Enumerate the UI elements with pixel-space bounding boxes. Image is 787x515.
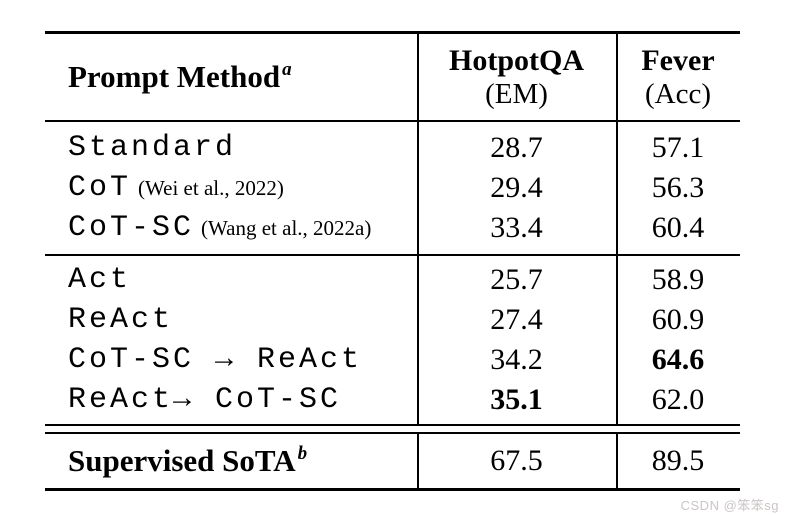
column-divider xyxy=(616,122,618,254)
hotpotqa-value: 28.7 xyxy=(490,131,543,164)
table-row: ReAct 27.4 60.9 xyxy=(45,300,740,340)
header-fever-cell: Fever (Acc) xyxy=(616,34,740,120)
header-fever-title: Fever xyxy=(641,43,715,77)
table-header-row: Prompt Method a HotpotQA (EM) Fever (Acc) xyxy=(45,34,740,120)
top-rule xyxy=(45,31,740,34)
table-header: Prompt Method a HotpotQA (EM) Fever (Acc) xyxy=(45,34,740,120)
method-name: Standard xyxy=(68,131,237,165)
hotpotqa-value: 29.4 xyxy=(490,171,543,204)
supervised-sota-superscript: b xyxy=(297,443,308,464)
fever-value: 60.9 xyxy=(651,303,705,336)
table-row: Standard 28.7 57.1 xyxy=(45,128,740,168)
hotpotqa-value: 34.2 xyxy=(490,343,543,376)
table-row: Supervised SoTA b 67.5 89.5 xyxy=(45,434,740,488)
method-cell: ReAct xyxy=(45,303,417,337)
header-fever-metric: (Acc) xyxy=(644,77,711,110)
method-name: Act xyxy=(68,263,132,297)
hotpotqa-value: 25.7 xyxy=(490,263,543,296)
header-rule xyxy=(45,120,740,122)
method-name: CoT-SC → ReAct xyxy=(68,343,363,377)
method-citation: (Wang et al., 2022a) xyxy=(201,216,372,240)
results-table: Prompt Method a HotpotQA (EM) Fever (Acc)… xyxy=(45,31,740,491)
fever-value: 56.3 xyxy=(651,171,705,204)
fever-value: 89.5 xyxy=(651,444,705,477)
baseline-methods-group: Standard 28.7 57.1 CoT (Wei et al., 2022… xyxy=(45,122,740,254)
method-name: CoT-SC xyxy=(68,211,195,245)
method-name: ReAct xyxy=(68,303,174,337)
column-divider xyxy=(417,122,419,254)
column-divider xyxy=(417,434,419,488)
header-hotpotqa-title: HotpotQA xyxy=(449,43,584,77)
fever-value-best: 64.6 xyxy=(651,343,705,376)
method-cell: Act xyxy=(45,263,417,297)
method-cell: CoT-SC (Wang et al., 2022a) xyxy=(45,211,417,245)
method-cell: CoT (Wei et al., 2022) xyxy=(45,171,417,205)
group-separator-rule xyxy=(45,254,740,256)
csdn-watermark: CSDN @笨笨sg xyxy=(680,498,779,513)
method-cell: ReAct→ CoT-SC xyxy=(45,383,417,417)
table-row: ReAct→ CoT-SC 35.1 62.0 xyxy=(45,380,740,420)
method-name: CoT xyxy=(68,171,132,205)
react-methods-group: Act 25.7 58.9 ReAct 27.4 60.9 CoT-SC → R… xyxy=(45,256,740,424)
column-divider xyxy=(616,434,618,488)
method-cell: CoT-SC → ReAct xyxy=(45,343,417,377)
header-hotpotqa-cell: HotpotQA (EM) xyxy=(417,34,616,120)
fever-value: 62.0 xyxy=(651,383,705,416)
method-citation: (Wei et al., 2022) xyxy=(138,176,284,200)
supervised-sota-group: Supervised SoTA b 67.5 89.5 xyxy=(45,434,740,488)
table-row: CoT (Wei et al., 2022) 29.4 56.3 xyxy=(45,168,740,208)
table-row: Act 25.7 58.9 xyxy=(45,260,740,300)
table-row: CoT-SC (Wang et al., 2022a) 33.4 60.4 xyxy=(45,208,740,248)
column-divider xyxy=(417,34,419,120)
hotpotqa-value-best: 35.1 xyxy=(490,383,543,416)
fever-value: 57.1 xyxy=(651,131,705,164)
double-rule xyxy=(45,424,740,434)
column-divider xyxy=(417,256,419,424)
header-method-cell: Prompt Method a xyxy=(45,59,417,95)
fever-value: 60.4 xyxy=(651,211,705,244)
column-divider xyxy=(616,34,618,120)
header-method-superscript: a xyxy=(282,59,292,80)
table-row: CoT-SC → ReAct 34.2 64.6 xyxy=(45,340,740,380)
hotpotqa-value: 27.4 xyxy=(490,303,543,336)
bottom-rule xyxy=(45,488,740,491)
method-cell: Standard xyxy=(45,131,417,165)
column-divider xyxy=(616,256,618,424)
header-hotpotqa-metric: (EM) xyxy=(485,77,548,110)
hotpotqa-value: 67.5 xyxy=(490,444,543,477)
method-name: ReAct→ CoT-SC xyxy=(68,383,342,417)
method-cell: Supervised SoTA b xyxy=(45,443,417,479)
hotpotqa-value: 33.4 xyxy=(490,211,543,244)
supervised-sota-label: Supervised SoTA xyxy=(68,443,296,478)
header-method-label: Prompt Method xyxy=(68,59,281,94)
fever-value: 58.9 xyxy=(651,263,705,296)
